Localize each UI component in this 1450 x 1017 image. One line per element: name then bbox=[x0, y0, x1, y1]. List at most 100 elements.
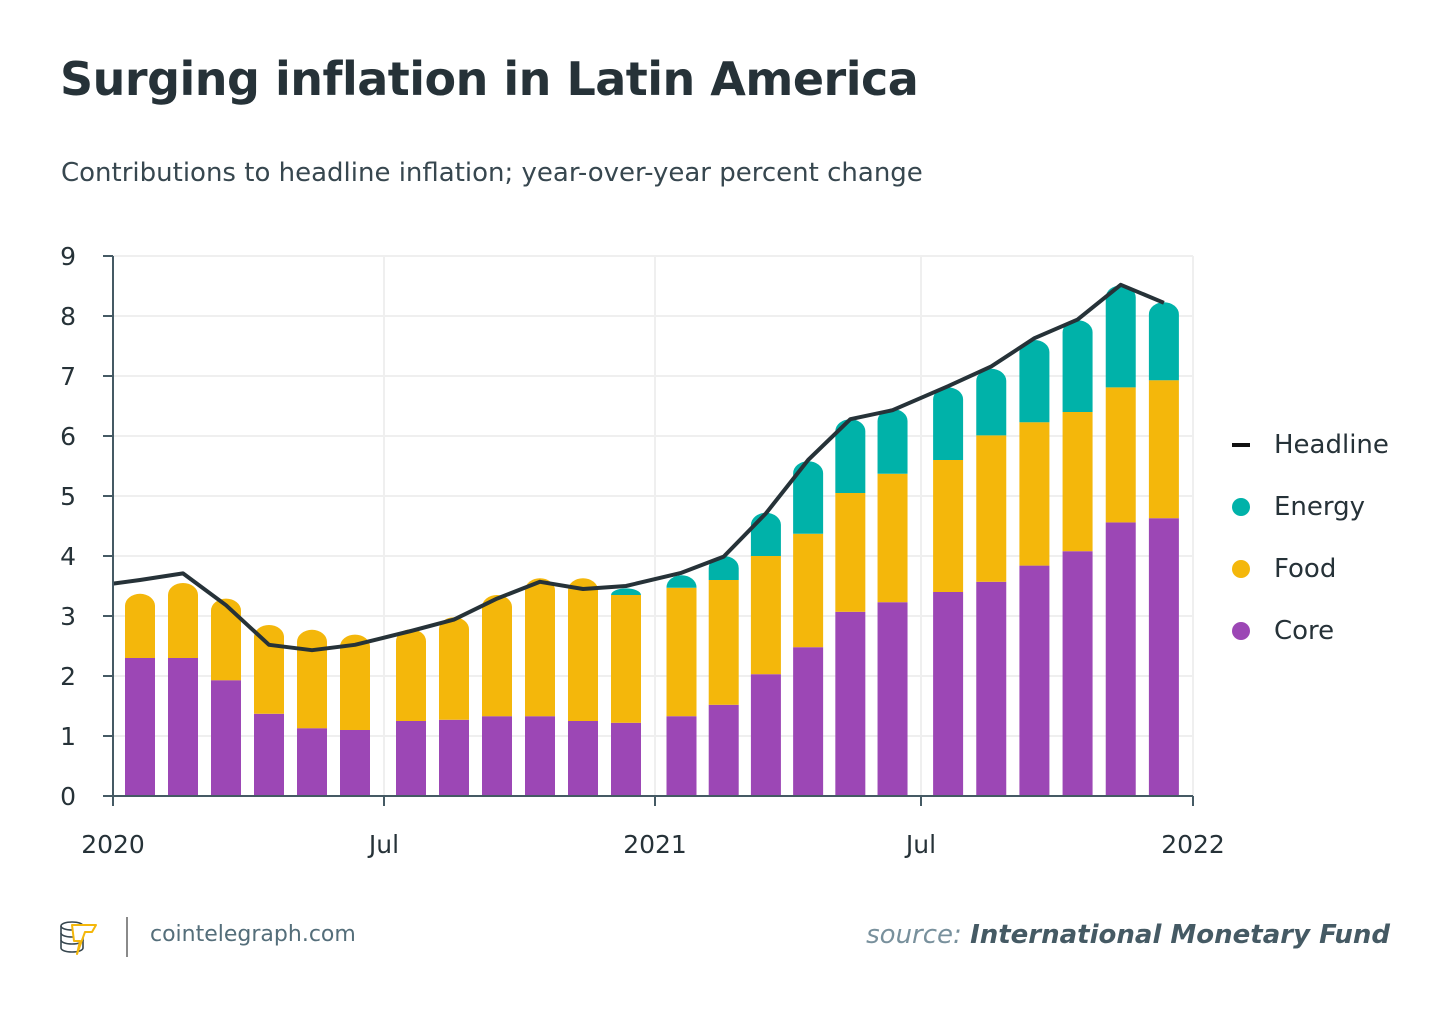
bar-food bbox=[1148, 380, 1179, 519]
bar-food bbox=[340, 634, 370, 730]
bar-food bbox=[793, 533, 824, 648]
bar-core bbox=[297, 728, 327, 796]
legend-item-energy[interactable]: Energy bbox=[1232, 476, 1389, 538]
energy-dot-icon bbox=[1232, 498, 1250, 516]
bar-core bbox=[793, 647, 824, 796]
bar-food bbox=[168, 583, 198, 658]
bar-food bbox=[1019, 422, 1050, 566]
bar-core bbox=[1019, 565, 1050, 796]
bar-core bbox=[254, 713, 284, 796]
bar-food bbox=[439, 617, 469, 720]
food-dot-icon bbox=[1232, 560, 1250, 578]
bar-food bbox=[877, 473, 908, 603]
bar-energy bbox=[1148, 302, 1179, 381]
bar-food bbox=[125, 593, 155, 658]
legend-item-food[interactable]: Food bbox=[1232, 538, 1389, 600]
bar-core bbox=[666, 716, 697, 796]
bar-energy bbox=[611, 588, 641, 595]
bar-food bbox=[254, 625, 284, 714]
bar-food bbox=[211, 598, 241, 681]
bar-core bbox=[1062, 551, 1093, 796]
headline-line bbox=[112, 282, 1165, 653]
bar-core bbox=[396, 721, 426, 796]
legend: Headline Energy Food Core bbox=[1232, 414, 1389, 662]
bar-energy bbox=[750, 512, 781, 556]
bar-food bbox=[666, 587, 697, 717]
legend-label-energy: Energy bbox=[1274, 492, 1366, 522]
y-tick-label: 5 bbox=[60, 482, 76, 511]
legend-label-core: Core bbox=[1274, 616, 1335, 646]
y-tick-label: 2 bbox=[60, 662, 76, 691]
y-tick-label: 8 bbox=[60, 302, 76, 331]
legend-item-core[interactable]: Core bbox=[1232, 600, 1389, 662]
x-tick-label: 2022 bbox=[1161, 830, 1225, 859]
bar-core bbox=[1148, 518, 1179, 796]
footer-divider bbox=[126, 917, 128, 957]
x-tick-label: 2020 bbox=[81, 830, 145, 859]
bar-core bbox=[482, 716, 512, 796]
bar-core bbox=[976, 581, 1007, 796]
bar-core bbox=[611, 722, 641, 796]
y-tick-label: 6 bbox=[60, 422, 76, 451]
bar-energy bbox=[666, 575, 697, 588]
bar-food bbox=[750, 556, 781, 675]
legend-item-headline[interactable]: Headline bbox=[1232, 414, 1389, 476]
bar-core bbox=[933, 592, 964, 796]
bar-food bbox=[835, 493, 866, 612]
bar-core bbox=[877, 602, 908, 796]
chart-subtitle: Contributions to headline inflation; yea… bbox=[61, 158, 923, 188]
bar-food bbox=[611, 595, 641, 723]
bar-food bbox=[976, 435, 1007, 582]
bar-core bbox=[525, 716, 555, 796]
bar-core bbox=[835, 611, 866, 796]
cointelegraph-logo-icon bbox=[60, 921, 97, 955]
bar-food bbox=[568, 578, 598, 721]
bar-food bbox=[396, 629, 426, 721]
y-tick-label: 7 bbox=[60, 362, 76, 391]
bar-food bbox=[297, 629, 327, 729]
bar-core bbox=[168, 658, 198, 796]
bars bbox=[125, 285, 1179, 796]
bar-food bbox=[1105, 387, 1136, 523]
bar-energy bbox=[877, 409, 908, 474]
axes bbox=[103, 255, 1194, 806]
bar-energy bbox=[1105, 285, 1136, 388]
bar-food bbox=[525, 578, 555, 717]
grid-lines bbox=[113, 255, 1194, 796]
bar-energy bbox=[793, 461, 824, 534]
bar-core bbox=[439, 719, 469, 796]
bar-energy bbox=[976, 368, 1007, 436]
footer-site-link[interactable]: cointelegraph.com bbox=[150, 922, 356, 947]
bar-food bbox=[1062, 412, 1093, 552]
y-tick-label: 1 bbox=[60, 722, 76, 751]
legend-label-headline: Headline bbox=[1274, 430, 1389, 460]
y-tick-label: 3 bbox=[60, 602, 76, 631]
bar-energy bbox=[933, 387, 964, 460]
source-name: International Monetary Fund bbox=[970, 920, 1390, 950]
bar-core bbox=[1105, 522, 1136, 796]
tick-labels: 0 1 2 3 4 5 6 7 8 9 2020 Jul 2021 Jul 2022 bbox=[60, 242, 1225, 859]
source-label: source: bbox=[866, 920, 962, 950]
bar-core bbox=[568, 721, 598, 796]
bar-energy bbox=[835, 419, 866, 493]
chart-title: Surging inflation in Latin America bbox=[60, 52, 919, 106]
bar-core bbox=[125, 658, 155, 796]
core-dot-icon bbox=[1232, 622, 1250, 640]
x-tick-label: 2021 bbox=[623, 830, 687, 859]
y-tick-label: 0 bbox=[60, 782, 76, 811]
bar-energy bbox=[1062, 320, 1093, 412]
y-tick-label: 4 bbox=[60, 542, 76, 571]
source-credit: source: International Monetary Fund bbox=[866, 920, 1390, 950]
x-tick-label: Jul bbox=[367, 830, 399, 859]
bar-core bbox=[340, 730, 370, 796]
bar-energy bbox=[708, 556, 739, 580]
bar-energy bbox=[1019, 340, 1050, 423]
bar-food bbox=[933, 460, 964, 592]
bar-core bbox=[708, 704, 739, 796]
headline-line-layer bbox=[112, 282, 1165, 653]
legend-label-food: Food bbox=[1274, 554, 1337, 584]
bar-food bbox=[482, 595, 512, 717]
y-tick-label: 9 bbox=[60, 242, 76, 271]
bar-core bbox=[211, 680, 241, 796]
